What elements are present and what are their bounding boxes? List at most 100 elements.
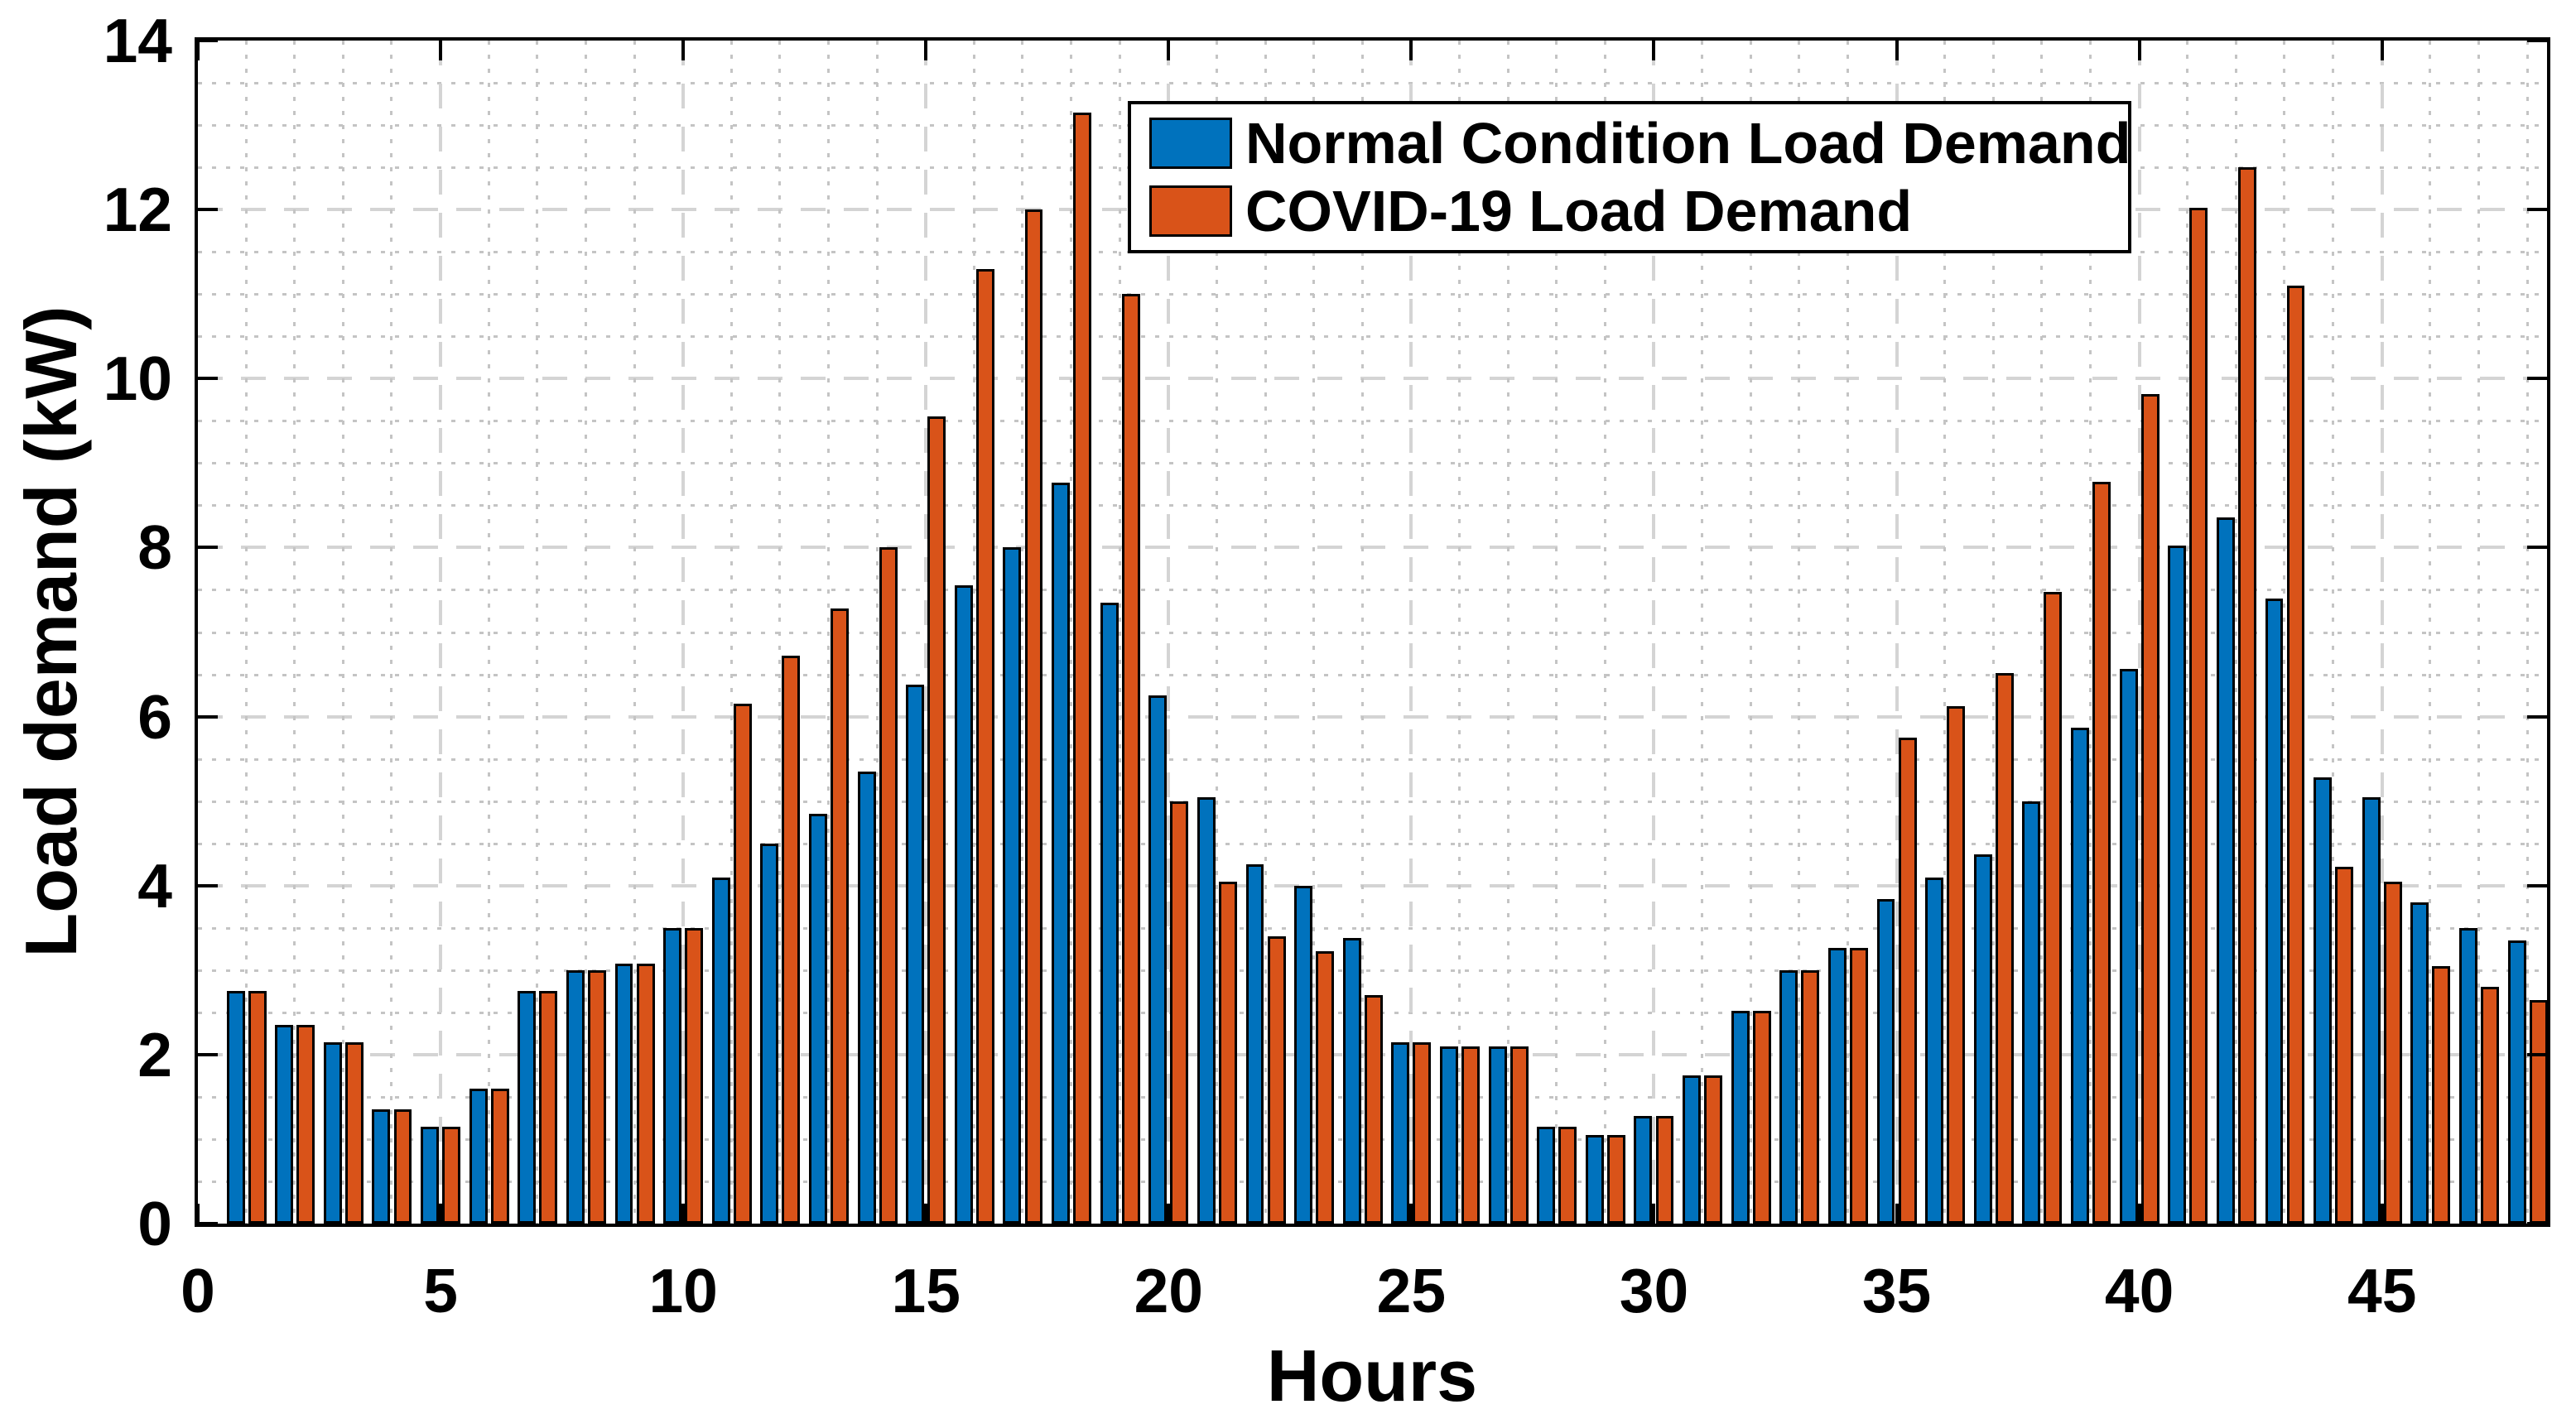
x-tick-top-45 (2380, 41, 2384, 60)
x-tick-bottom-5 (439, 1204, 443, 1224)
bar-covid-h23 (1316, 951, 1335, 1224)
bar-normal-h8 (566, 969, 585, 1224)
x-tick-top-40 (2137, 41, 2141, 60)
x-tick-bottom-35 (1895, 1204, 1899, 1224)
bar-covid-h10 (685, 927, 704, 1224)
bar-normal-h36 (1925, 877, 1944, 1224)
bar-normal-h47 (2458, 927, 2477, 1224)
v-gridline-minor-6 (487, 41, 490, 1224)
bar-normal-h12 (760, 843, 779, 1224)
bar-covid-h5 (442, 1126, 461, 1224)
v-gridline-minor-33 (1798, 41, 1801, 1224)
bar-normal-h19 (1100, 602, 1119, 1224)
ticks-layer (196, 39, 2547, 1225)
x-tick-label-15: 15 (891, 1256, 961, 1325)
bars-layer (198, 41, 2548, 1224)
y-tick-left-14 (198, 39, 218, 42)
bar-covid-h1 (248, 991, 267, 1224)
bar-normal-h16 (954, 585, 973, 1224)
bar-normal-h39 (2071, 727, 2089, 1224)
v-gridline-minor-42 (2234, 41, 2237, 1224)
v-gridline-minor-14 (875, 41, 879, 1224)
x-tick-label-45: 45 (2347, 1256, 2417, 1325)
y-tick-label-6: 6 (137, 681, 172, 752)
y-tick-label-12: 12 (103, 175, 172, 245)
x-axis-title: Hours (1266, 1335, 1478, 1414)
bar-covid-h2 (296, 1025, 315, 1224)
x-tick-bottom-0 (196, 1204, 200, 1224)
bar-normal-h46 (2410, 902, 2429, 1224)
y-tick-label-2: 2 (137, 1019, 172, 1089)
bar-covid-h33 (1801, 969, 1820, 1224)
bar-normal-h15 (906, 684, 925, 1224)
x-tick-bottom-25 (1409, 1204, 1413, 1224)
bar-covid-h14 (879, 547, 898, 1224)
x-tick-top-30 (1652, 41, 1656, 60)
bar-covid-h36 (1947, 706, 1966, 1224)
y-tick-label-0: 0 (137, 1189, 172, 1258)
bar-normal-h30 (1634, 1116, 1653, 1224)
bar-normal-h31 (1683, 1075, 1702, 1224)
v-gridline-major-10 (681, 41, 686, 1224)
bar-covid-h11 (733, 704, 752, 1224)
h-gridline-minor-8.5 (198, 504, 2547, 507)
bar-normal-h35 (1876, 899, 1895, 1224)
h-gridline-major-4 (198, 883, 2547, 887)
v-gridline-minor-3 (341, 41, 344, 1224)
bar-normal-h4 (372, 1109, 391, 1224)
x-tick-top-35 (1895, 41, 1899, 60)
bar-normal-h34 (1827, 948, 1847, 1224)
v-gridline-minor-47 (2477, 41, 2480, 1224)
bar-covid-h3 (344, 1041, 364, 1224)
bar-normal-h29 (1585, 1134, 1604, 1224)
x-tick-bottom-10 (681, 1204, 686, 1224)
y-tick-right-14 (2527, 39, 2547, 42)
y-tick-right-10 (2527, 377, 2547, 381)
v-gridline-minor-46 (2429, 41, 2432, 1224)
v-gridline-minor-23 (1312, 41, 1316, 1224)
v-gridline-minor-19 (1118, 41, 1121, 1224)
x-tick-label-0: 0 (181, 1256, 215, 1325)
h-gridline-minor-5 (198, 800, 2547, 803)
bar-normal-h38 (2022, 801, 2041, 1224)
x-tick-label-25: 25 (1376, 1256, 1447, 1325)
x-tick-label-35: 35 (1861, 1256, 1932, 1325)
h-gridline-major-8 (198, 546, 2547, 550)
y-tick-left-12 (198, 208, 218, 212)
v-gridline-minor-31 (1701, 41, 1704, 1224)
bar-normal-h3 (323, 1041, 342, 1224)
bar-covid-h15 (927, 416, 946, 1224)
x-tick-top-25 (1409, 41, 1413, 60)
x-tick-bottom-40 (2137, 1204, 2141, 1224)
legend-swatch-covid (1149, 185, 1232, 237)
v-gridline-minor-39 (2089, 41, 2092, 1224)
h-gridline-minor-7.5 (198, 589, 2547, 592)
y-tick-right-6 (2527, 714, 2547, 719)
v-gridline-minor-9 (633, 41, 636, 1224)
v-gridline-minor-32 (1749, 41, 1752, 1224)
bar-normal-h1 (226, 991, 245, 1224)
bar-normal-h45 (2362, 796, 2381, 1224)
x-tick-top-10 (681, 41, 686, 60)
h-gridline-minor-11 (198, 293, 2547, 296)
v-gridline-minor-43 (2283, 41, 2286, 1224)
bar-normal-h43 (2265, 598, 2284, 1224)
h-gridline-minor-4.5 (198, 842, 2547, 845)
v-gridline-major-45 (2380, 41, 2384, 1224)
grid-layer (198, 41, 2547, 1224)
x-tick-label-40: 40 (2104, 1256, 2174, 1325)
v-gridline-major-15 (924, 41, 928, 1224)
y-tick-label-14: 14 (103, 6, 172, 75)
bar-covid-h26 (1461, 1046, 1480, 1224)
bar-normal-h25 (1391, 1041, 1410, 1224)
bar-normal-h48 (2507, 940, 2526, 1224)
bar-covid-h27 (1509, 1046, 1529, 1224)
h-gridline-major-6 (198, 714, 2547, 719)
h-gridline-minor-3 (198, 969, 2547, 972)
bar-covid-h18 (1073, 112, 1092, 1224)
y-tick-label-4: 4 (137, 850, 172, 921)
x-tick-label-30: 30 (1619, 1256, 1689, 1325)
y-tick-right-8 (2527, 546, 2547, 550)
v-gridline-major-30 (1652, 41, 1656, 1224)
